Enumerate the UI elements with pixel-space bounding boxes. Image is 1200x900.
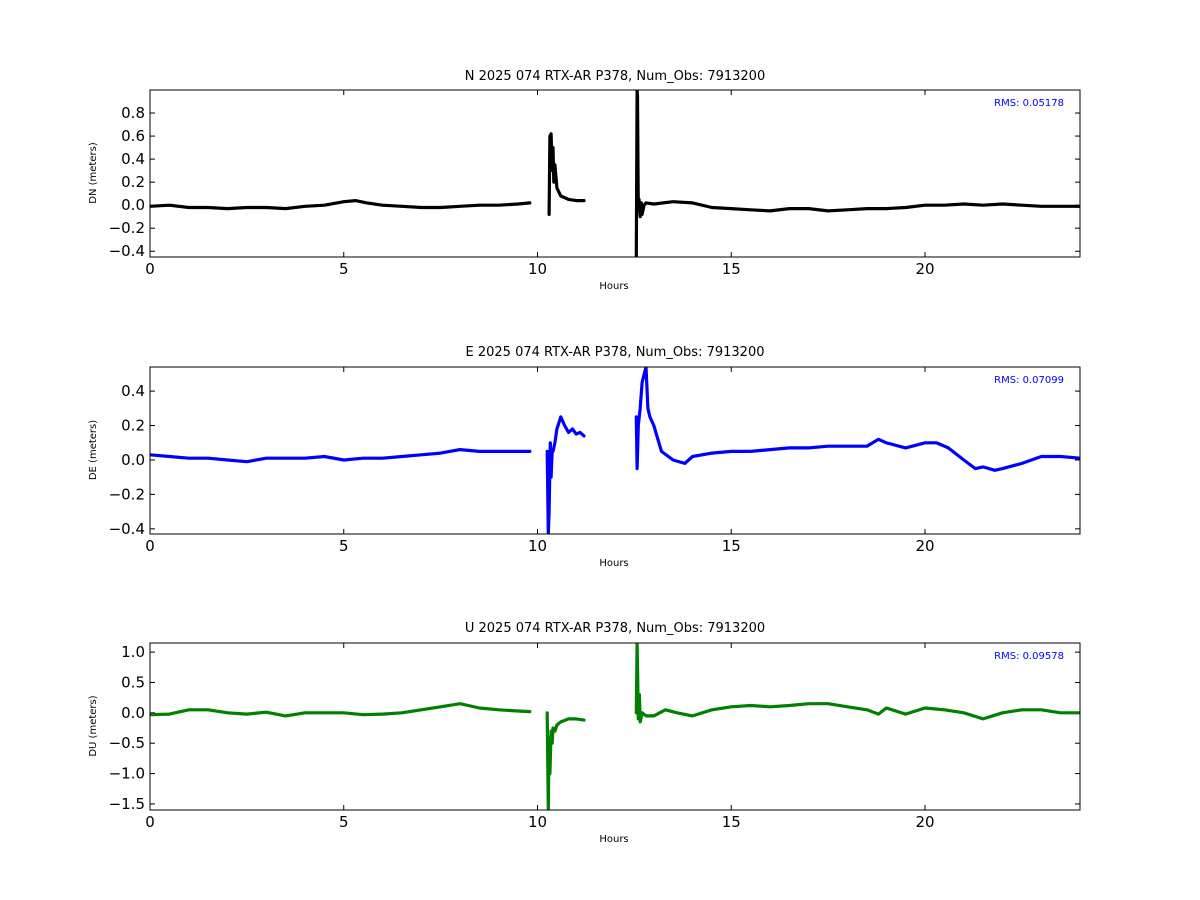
panel-east-xtick-label: 10 (528, 537, 547, 555)
panel-north-frame (149, 89, 1081, 258)
panel-east-xtick-label: 15 (722, 537, 741, 555)
panel-up-ytick-label: 0.5 (121, 673, 145, 691)
panel-east-xtick-label: 20 (915, 537, 934, 555)
panel-east: E 2025 074 RTX-AR P378, Num_Obs: 7913200… (88, 345, 1081, 569)
panel-east-xlabel: Hours (599, 558, 628, 569)
panel-east-series-line (634, 367, 1080, 472)
panel-east-ytick-label: 0.4 (121, 382, 145, 400)
panel-north-xtick-label: 5 (339, 260, 349, 278)
panel-up-xtick-label: 15 (722, 813, 741, 831)
panel-up-series-line (634, 643, 1080, 724)
panel-north-ytick-label: 0.2 (121, 173, 145, 191)
panel-north-xtick-label: 15 (722, 260, 741, 278)
panel-east-xtick-label: 5 (339, 537, 349, 555)
panel-north-ytick-label: 0.8 (121, 104, 145, 122)
panel-east-ytick-label: 0.0 (121, 451, 145, 469)
panel-east-ytick-label: −0.2 (109, 485, 145, 503)
panel-north-ytick-label: 0.0 (121, 196, 145, 214)
panel-up-ytick-label: −1.5 (109, 795, 145, 813)
panel-up-title: U 2025 074 RTX-AR P378, Num_Obs: 7913200 (465, 621, 765, 636)
panel-north-rms: RMS: 0.05178 (994, 98, 1064, 109)
panel-north-xtick-label: 10 (528, 260, 547, 278)
panel-east-ticks: 0 5 10 15 20 −0.4 −0.2 0.0 0.2 0.4 (109, 367, 1080, 555)
panel-up-ytick-label: −0.5 (109, 734, 145, 752)
panel-north-ytick-label: −0.2 (109, 219, 145, 237)
panel-up-xtick-label: 20 (915, 813, 934, 831)
panel-north-series-line (547, 132, 586, 216)
panel-east-series (150, 367, 1080, 534)
panel-east-series-line (150, 448, 532, 464)
panel-north-xtick-label: 20 (915, 260, 934, 278)
panel-east-xtick-label: 0 (145, 537, 155, 555)
panel-up-ytick-label: 0.0 (121, 704, 145, 722)
panel-up-ticks: 0 5 10 15 20 −1.5 −1.0 −0.5 0.0 0.5 1.0 (109, 643, 1080, 831)
panel-north-ytick-label: −0.4 (109, 242, 145, 260)
panel-east-ytick-label: 0.2 (121, 417, 145, 435)
panel-east-title: E 2025 074 RTX-AR P378, Num_Obs: 7913200 (466, 345, 765, 360)
panel-east-ytick-label: −0.4 (109, 520, 145, 538)
panel-east-series-line (545, 415, 586, 534)
panel-up-series (150, 643, 1080, 810)
panel-north-title: N 2025 074 RTX-AR P378, Num_Obs: 7913200 (465, 69, 765, 84)
panel-up-ytick-label: 1.0 (121, 643, 145, 661)
panel-east-ylabel: DE (meters) (88, 420, 99, 480)
panel-north-ylabel: DN (meters) (88, 142, 99, 204)
panel-north-series-line (634, 90, 1080, 257)
panel-north-series-line (150, 199, 532, 211)
panel-up-series-line (150, 702, 532, 718)
panel-up-rms: RMS: 0.09578 (994, 651, 1064, 662)
panel-up-xtick-label: 5 (339, 813, 349, 831)
panel-up-ytick-label: −1.0 (109, 765, 145, 783)
panel-up-series-line (545, 711, 586, 810)
panel-north: N 2025 074 RTX-AR P378, Num_Obs: 7913200… (88, 69, 1081, 292)
panel-east-frame (149, 366, 1081, 535)
panel-north-xlabel: Hours (599, 281, 628, 292)
panel-up: U 2025 074 RTX-AR P378, Num_Obs: 7913200… (88, 621, 1081, 845)
panel-up-ylabel: DU (meters) (88, 695, 99, 756)
panel-up-frame (149, 642, 1081, 811)
panel-north-xtick-label: 0 (145, 260, 155, 278)
panel-up-xlabel: Hours (599, 834, 628, 845)
panel-east-rms: RMS: 0.07099 (994, 375, 1064, 386)
panel-up-xtick-label: 10 (528, 813, 547, 831)
panel-north-ytick-label: 0.4 (121, 150, 145, 168)
panel-north-ticks: 0 5 10 15 20 −0.4 −0.2 0.0 0.2 0.4 0.6 0.8 (109, 90, 1080, 278)
panel-up-xtick-label: 0 (145, 813, 155, 831)
panel-north-ytick-label: 0.6 (121, 127, 145, 145)
panel-north-series (150, 90, 1080, 257)
